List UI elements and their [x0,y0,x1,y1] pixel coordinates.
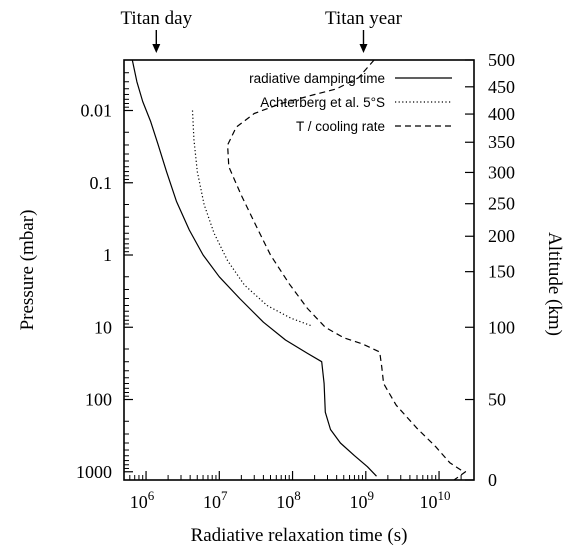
x-tick-label: 1010 [420,488,451,512]
y-axis-label-left: Pressure (mbar) [17,210,38,331]
legend-label: Achterberg et al. 5°S [260,95,385,110]
y-right-tick-label: 300 [488,162,515,182]
x-tick-base: 10 [276,492,294,512]
cooling-rate-line [227,59,467,481]
x-tick-exponent: 7 [221,488,228,503]
y-right-tick-label: 0 [488,470,497,490]
y-right-tick-label: 500 [488,50,515,70]
x-tick-label: 107 [203,488,228,512]
plot-frame [123,59,475,481]
x-tick-base: 10 [420,492,438,512]
x-tick-label: 108 [276,488,301,512]
x-tick-base: 10 [130,492,148,512]
y-left-tick-label: 10 [94,317,112,337]
achterberg-line [191,110,312,327]
y-left-tick-label: 1000 [76,462,112,482]
top-marker-arrow-head [152,44,161,53]
y-right-tick-label: 250 [488,194,515,214]
series-lines [131,59,467,481]
x-tick-exponent: 9 [368,488,375,503]
x-tick-exponent: 8 [294,488,301,503]
y-right-tick-label: 150 [488,262,515,282]
top-marker-arrow-head [359,44,368,53]
y-right-tick-label: 50 [488,390,506,410]
legend: radiative damping time Achterberg et al. … [249,71,452,134]
x-axis-label: Radiative relaxation time (s) [191,525,408,546]
y-axis-label-right: Altitude (km) [544,232,565,336]
x-tick-base: 10 [203,492,221,512]
x-tick-exponent: 6 [148,488,155,503]
top-markers: Titan day Titan year [120,8,403,53]
x-tick-exponent: 10 [438,488,451,503]
y-right-tick-label: 450 [488,77,515,97]
y-left-tick-label: 100 [85,390,112,410]
legend-label: T / cooling rate [296,119,385,134]
x-tick-base: 10 [350,492,368,512]
top-marker-label: Titan year [325,8,403,29]
y-left-tick-label: 0.1 [90,173,113,193]
axis-ticks: 106 107 108 109 10100.010.111010010005004504… [76,50,515,512]
damping-time-line [131,59,377,477]
y-left-tick-label: 0.01 [81,101,113,121]
x-tick-label: 106 [130,488,155,512]
y-left-tick-label: 1 [103,245,112,265]
y-right-tick-label: 400 [488,104,515,124]
legend-label: radiative damping time [249,71,385,86]
x-tick-label: 109 [350,488,375,512]
y-right-tick-label: 200 [488,226,515,246]
y-right-tick-label: 100 [488,317,515,337]
top-marker-label: Titan day [120,8,192,29]
y-right-tick-label: 350 [488,132,515,152]
